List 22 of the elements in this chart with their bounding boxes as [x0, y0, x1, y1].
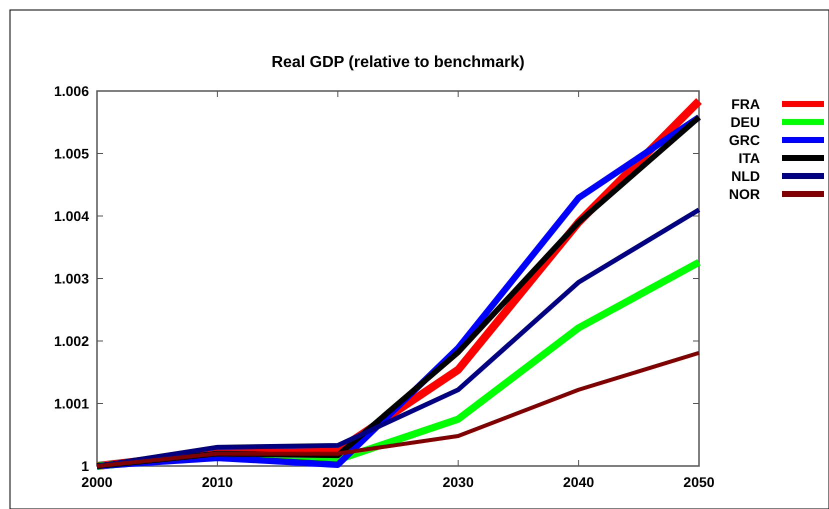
chart-title: Real GDP (relative to benchmark)	[271, 54, 525, 71]
x-tick-label: 2010	[202, 474, 234, 490]
legend-label: ITA	[738, 150, 760, 166]
legend-label: DEU	[730, 114, 760, 130]
y-tick-label: 1	[81, 458, 90, 474]
y-tick-label: 1.005	[54, 145, 90, 162]
legend-label: GRC	[728, 132, 760, 148]
y-tick-label: 1.003	[54, 270, 90, 286]
x-tick-label: 2050	[683, 474, 715, 490]
y-tick-label: 1.004	[54, 208, 90, 224]
y-tick-label: 1.006	[54, 82, 90, 99]
line-series	[95, 350, 701, 468]
x-tick-label: 2020	[322, 474, 354, 490]
legend-label: NLD	[731, 168, 760, 184]
x-tick-label: 2000	[81, 474, 113, 490]
y-tick-label: 1.001	[54, 395, 90, 412]
x-tick-label: 2040	[563, 474, 594, 490]
line-series	[94, 207, 702, 468]
legend-label: NOR	[728, 186, 760, 202]
x-tick-label: 2030	[442, 474, 474, 490]
y-tick-label: 1.002	[54, 332, 90, 349]
legend-label: FRA	[731, 96, 760, 112]
